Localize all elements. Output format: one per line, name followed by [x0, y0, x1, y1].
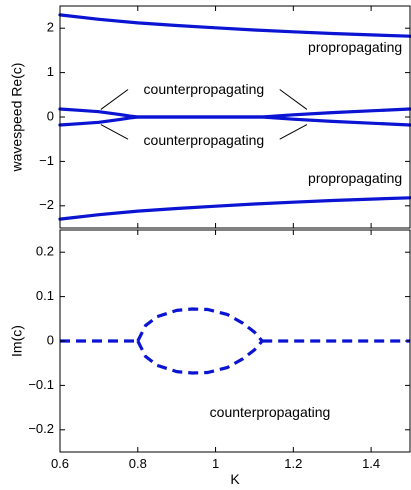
bottom-xlabel: K — [230, 471, 240, 487]
top-callout-2 — [100, 124, 129, 140]
top-annotation-2: counterpropagating — [144, 81, 265, 97]
top-annotation-0: propropagating — [308, 39, 402, 55]
top-ytick-label: 2 — [47, 20, 54, 35]
top-series-0 — [58, 13, 411, 38]
bottom-xtick-label: 1 — [212, 456, 219, 471]
top-ytick-label: 1 — [47, 64, 54, 79]
top-ytick-label: −1 — [39, 153, 54, 168]
bottom-series-1 — [136, 307, 264, 343]
bottom-panel: counterpropagating 0.6 0.8 1 1.2 1.4 −0.2 −0.1 0… — [9, 229, 411, 487]
top-ylabel: wavespeed Re(c) — [9, 63, 25, 173]
bottom-ytick-label: −0.1 — [28, 377, 54, 392]
bottom-ytick-label: 0 — [47, 332, 54, 347]
top-callout-3 — [279, 124, 308, 140]
top-panel: propropagating propropagating counterpropa… — [9, 5, 411, 229]
bottom-xtick-label: 1.4 — [362, 456, 380, 471]
top-annotation-1: propropagating — [308, 170, 402, 186]
bottom-annotation-0: counterpropagating — [210, 404, 331, 420]
top-series-3 — [58, 115, 411, 127]
top-callout-0 — [100, 89, 129, 110]
bottom-ylabel: Im(c) — [9, 325, 25, 357]
top-ytick-label: 0 — [47, 108, 54, 123]
top-callout-1 — [279, 89, 308, 110]
bottom-ytick-label: 0.1 — [36, 288, 54, 303]
bottom-xtick-label: 0.8 — [129, 456, 147, 471]
bottom-xtick-label: 0.6 — [51, 456, 69, 471]
bottom-ytick-label: −0.2 — [28, 421, 54, 436]
top-ytick-label: −2 — [39, 197, 54, 212]
bottom-ytick-label: 0.2 — [36, 244, 54, 259]
bottom-series-2 — [136, 339, 264, 375]
top-annotation-3: counterpropagating — [144, 132, 265, 148]
bottom-xtick-label: 1.2 — [284, 456, 302, 471]
top-series-1 — [58, 196, 411, 221]
